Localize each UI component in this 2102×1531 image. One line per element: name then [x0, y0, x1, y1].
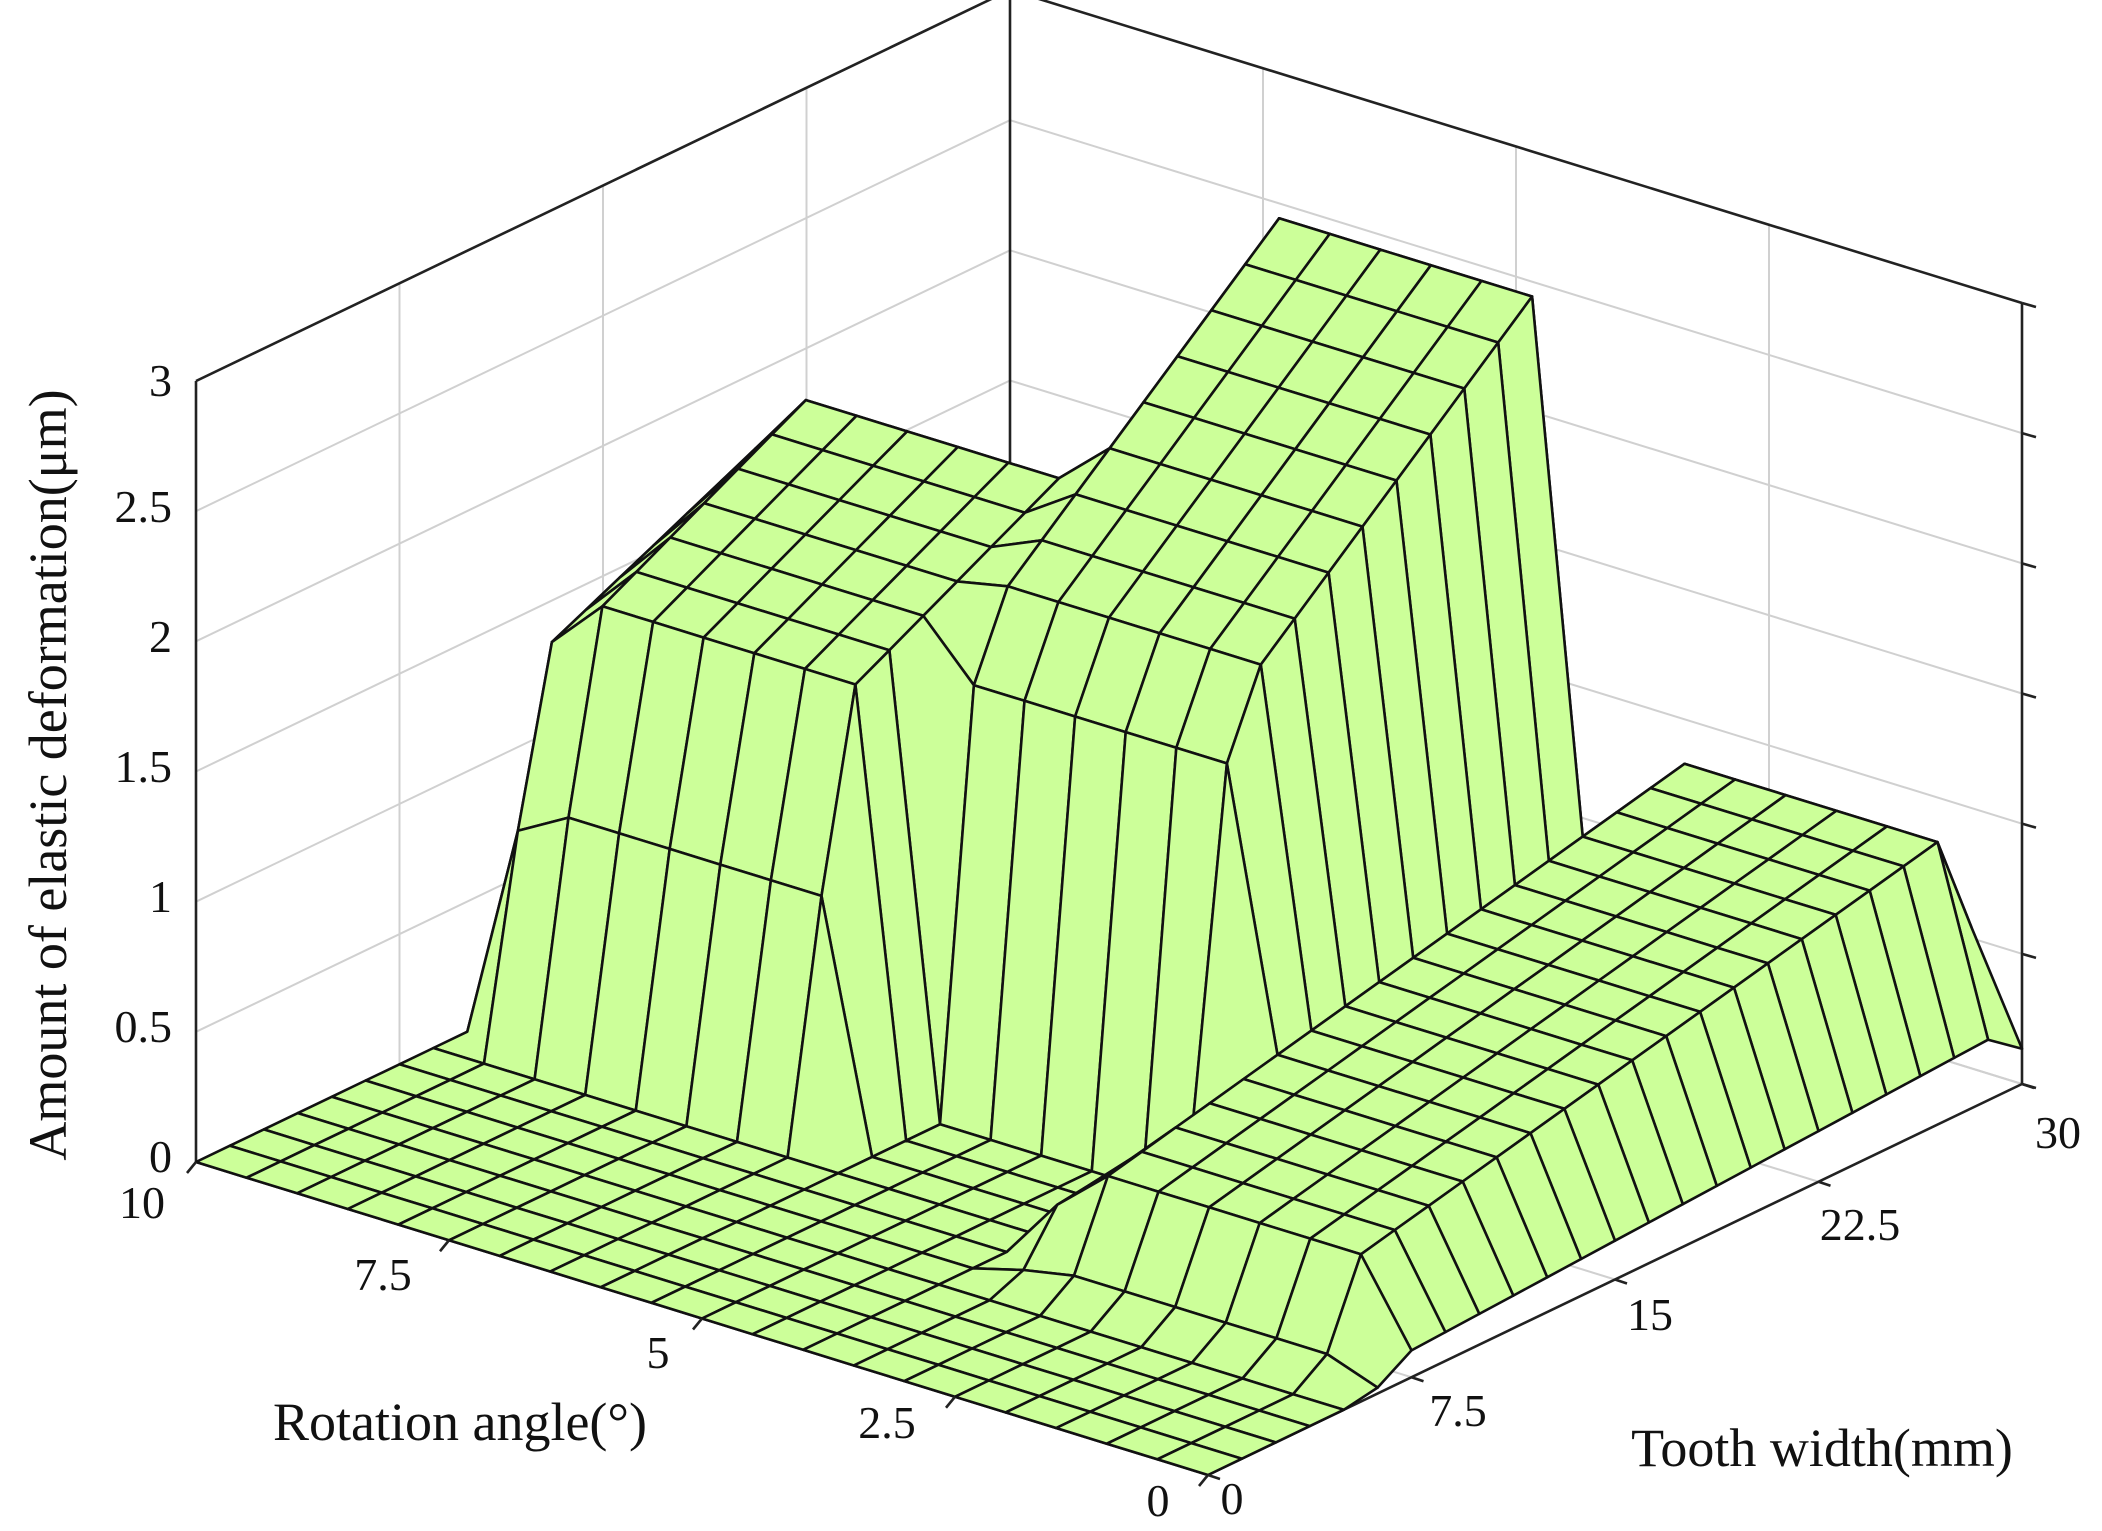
- x-tick: [438, 1239, 451, 1253]
- z-tick: [2021, 692, 2037, 699]
- z-tick-label: 1.5: [115, 741, 173, 792]
- y-tick: [1207, 1473, 1221, 1481]
- x-tick: [185, 1161, 198, 1174]
- y-tick-labels: 0 7.5 15 22.5 30: [1221, 1107, 2082, 1524]
- axis-edge: [1037, 0, 2023, 305]
- axis-ticks: [185, 301, 2037, 1487]
- x-tick: [944, 1395, 957, 1409]
- z-tick-label: 0: [149, 1131, 172, 1182]
- z-tick: [2021, 822, 2037, 829]
- z-tick-label: 1: [149, 871, 172, 922]
- z-tick-label: 0.5: [115, 1001, 173, 1052]
- z-axis-label: Amount of elastic deformation(μm): [18, 389, 78, 1160]
- x-tick-label: 10: [119, 1177, 165, 1228]
- z-tick: [2021, 301, 2037, 309]
- y-tick: [1818, 1180, 1831, 1187]
- y-tick-label: 22.5: [1820, 1199, 1901, 1250]
- x-tick-labels: 0 2.5 5 7.5 10: [119, 1177, 1170, 1526]
- x-tick: [1197, 1474, 1210, 1487]
- x-tick-label: 2.5: [858, 1397, 916, 1448]
- z-tick-label: 3: [149, 355, 172, 406]
- axis-edge: [195, 0, 993, 383]
- y-axis-label: Tooth width(mm): [1631, 1418, 2013, 1478]
- y-tick-label: 0: [1221, 1473, 1244, 1524]
- z-tick-label: 2: [149, 611, 172, 662]
- surface-mesh: [194, 217, 2024, 1477]
- x-tick-label: 5: [647, 1327, 670, 1378]
- z-tick-labels: 0 0.5 1 1.5 2 2.5 3: [115, 355, 173, 1182]
- surface-cell: [1156, 1441, 1244, 1477]
- x-tick-label: 0: [1147, 1475, 1170, 1526]
- z-tick: [2021, 952, 2037, 960]
- x-axis-label: Rotation angle(°): [273, 1392, 647, 1452]
- y-tick-label: 7.5: [1429, 1385, 1487, 1436]
- y-tick: [2021, 1082, 2035, 1090]
- z-tick: [2021, 431, 2037, 439]
- z-tick: [2021, 562, 2037, 569]
- y-tick: [1614, 1278, 1628, 1285]
- x-tick: [691, 1317, 704, 1331]
- y-tick: [1411, 1376, 1424, 1383]
- y-tick-label: 15: [1627, 1289, 1673, 1340]
- z-tick-label: 2.5: [115, 481, 173, 532]
- y-tick-label: 30: [2035, 1107, 2081, 1158]
- x-tick-label: 7.5: [354, 1249, 412, 1300]
